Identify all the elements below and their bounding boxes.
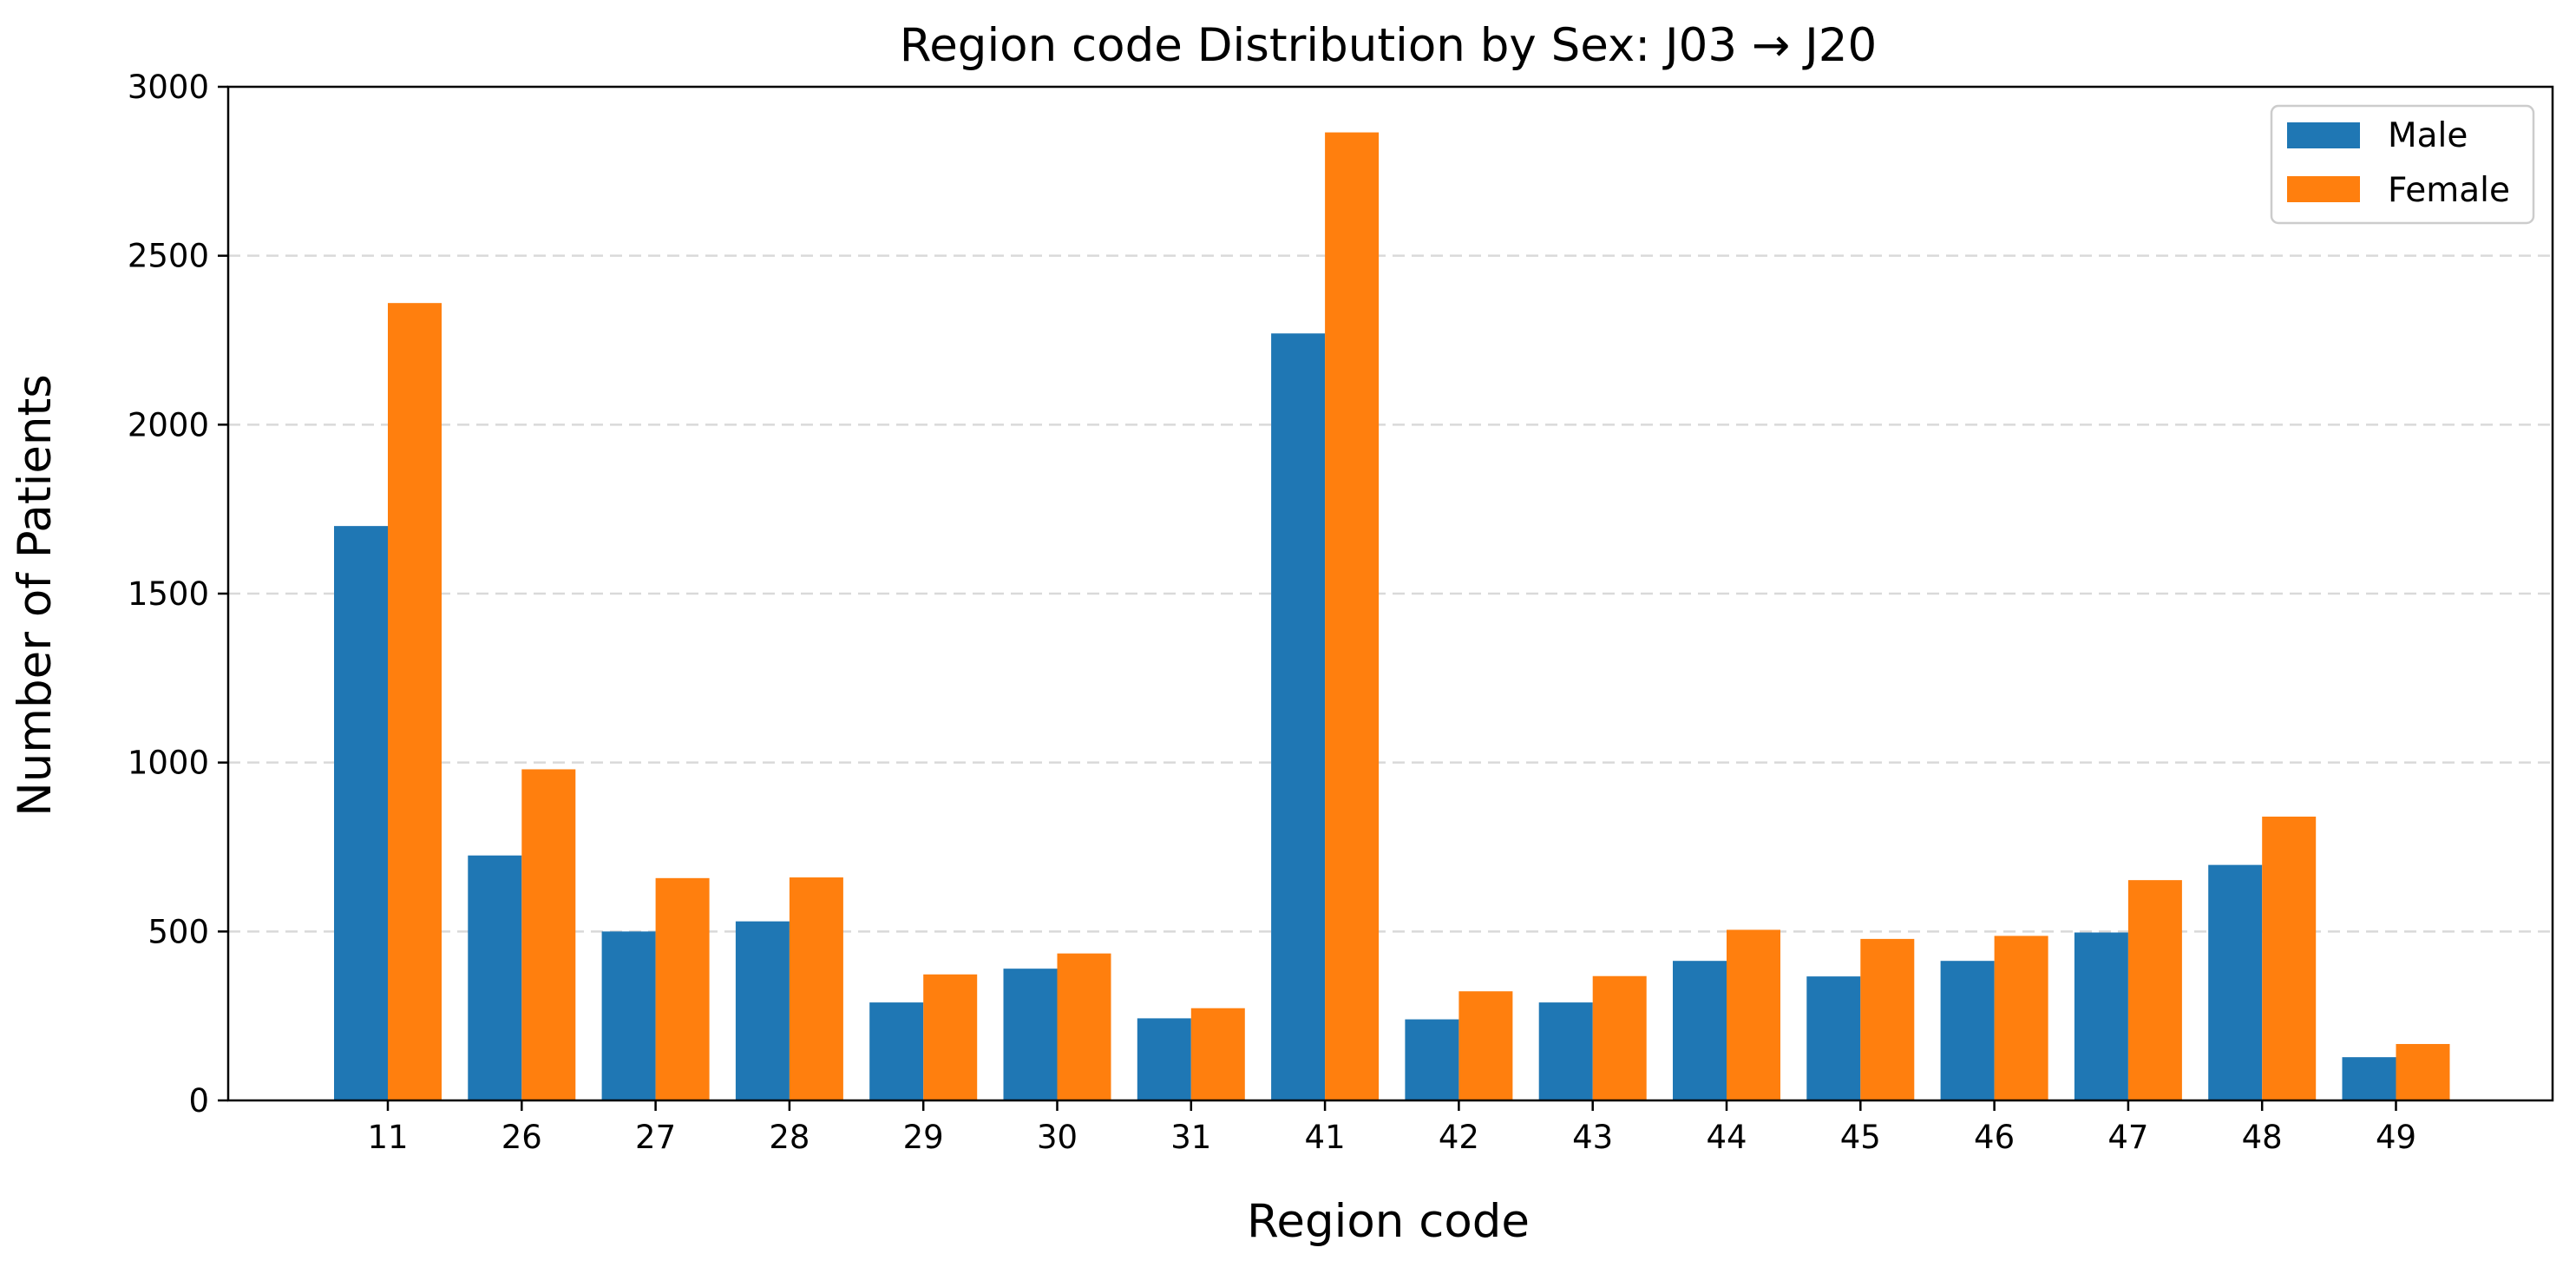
bar-female-41 [1325,132,1380,1100]
bar-female-26 [521,769,576,1100]
bar-male-11 [334,526,388,1100]
x-axis-label: Region code [1247,1195,1530,1248]
bar-female-45 [1860,938,1915,1100]
y-axis-label: Number of Patients [9,374,62,817]
bar-female-46 [1994,936,2048,1100]
bar-male-29 [869,1002,924,1100]
x-tick-label: 11 [367,1119,408,1156]
bar-female-31 [1190,1008,1245,1100]
bar-male-44 [1673,961,1727,1100]
y-tick-label: 500 [147,913,209,950]
bar-male-30 [1003,969,1058,1100]
y-tick-label: 0 [188,1082,209,1120]
legend-swatch-female [2287,176,2360,202]
bar-male-43 [1538,1002,1593,1100]
bar-female-11 [388,303,442,1100]
x-tick-label: 45 [1840,1119,1881,1156]
y-tick-label: 2000 [128,406,209,443]
x-tick-label: 46 [1974,1119,2015,1156]
bar-female-27 [655,877,710,1100]
bar-female-47 [2127,880,2182,1100]
x-tick-label: 48 [2242,1119,2283,1156]
bar-male-31 [1137,1018,1191,1100]
legend: Male Female [2270,104,2535,225]
bar-male-42 [1405,1019,1459,1100]
x-tick-label: 42 [1439,1119,1479,1156]
bar-female-43 [1592,975,1647,1100]
x-tick-label: 29 [903,1119,944,1156]
bar-female-29 [923,974,978,1100]
legend-label-male: Male [2388,116,2468,155]
x-tick-label: 43 [1572,1119,1613,1156]
bars [334,132,2450,1100]
chart-title: Region code Distribution by Sex: J03 → J… [900,19,1877,72]
bar-male-48 [2208,864,2263,1100]
x-tick-label: 47 [2107,1119,2148,1156]
bar-male-26 [468,855,522,1100]
bar-female-49 [2396,1043,2450,1100]
bar-male-45 [1806,976,1861,1100]
x-tick-label: 41 [1305,1119,1346,1156]
bar-female-44 [1727,929,1780,1100]
x-tick-label: 31 [1170,1119,1211,1156]
bar-male-47 [2074,932,2128,1100]
bar-male-46 [1940,961,1995,1100]
y-tick-label: 1000 [128,745,209,782]
x-tick-label: 26 [501,1119,542,1156]
y-tick-label: 3000 [128,69,209,106]
bar-male-27 [601,931,656,1100]
bar-female-48 [2262,816,2317,1100]
x-tick-label: 44 [1706,1119,1747,1156]
y-axis: 0 500 1000 1500 2000 2500 3000 [128,69,228,1120]
x-tick-label: 49 [2376,1119,2416,1156]
bar-female-30 [1057,953,1111,1100]
x-axis: 11 26 27 28 29 30 31 41 42 43 44 45 46 47 48 49 [367,1100,2416,1156]
y-tick-label: 2500 [128,238,209,275]
x-tick-label: 27 [635,1119,676,1156]
legend-label-female: Female [2388,171,2510,210]
legend-swatch-male [2287,122,2360,148]
bar-male-49 [2342,1057,2396,1100]
x-tick-label: 28 [769,1119,810,1156]
bar-female-42 [1458,991,1513,1100]
x-tick-label: 30 [1037,1119,1078,1156]
bar-male-41 [1271,333,1326,1100]
y-tick-label: 1500 [128,575,209,613]
bar-male-28 [735,921,790,1100]
bar-female-28 [789,877,843,1100]
